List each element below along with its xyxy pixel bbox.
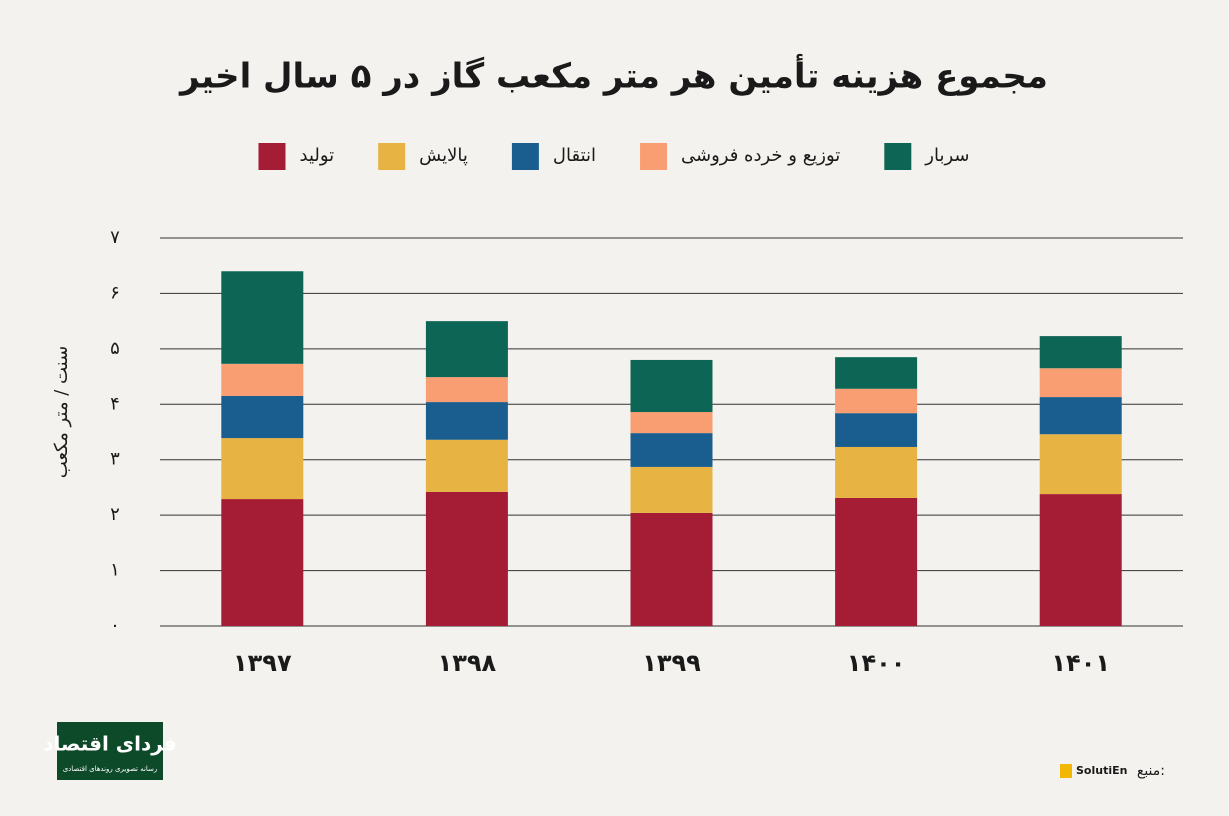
logo	[57, 722, 163, 780]
bar-segment	[1039, 434, 1122, 495]
bar-segment	[221, 271, 304, 364]
bar-segment	[425, 377, 508, 403]
x-tick-label: ۱۴۰۰	[847, 649, 906, 677]
legend-label: توزیع و خرده فروشی	[681, 145, 840, 166]
bar-segment	[221, 499, 304, 626]
logo-title: فردای اقتصاد	[43, 732, 177, 756]
bar-segment	[425, 402, 508, 440]
legend-label: پالایش	[419, 145, 468, 166]
bar-segment	[630, 433, 713, 467]
bar-segment	[425, 321, 508, 378]
y-tick-label: ۴	[110, 393, 120, 414]
bar-segment	[630, 359, 713, 413]
bar-segment	[1039, 397, 1122, 435]
legend-label: انتقال	[553, 145, 596, 166]
legend-swatch	[378, 143, 406, 170]
bar-segment	[835, 446, 918, 498]
legend-swatch	[884, 143, 912, 170]
bar-segment	[835, 357, 918, 389]
legend-label: تولید	[299, 145, 334, 166]
legend-swatch	[511, 143, 539, 170]
y-axis-label: سنت / متر مکعب	[51, 346, 72, 478]
bar-segment	[1039, 368, 1122, 398]
bar-segment	[221, 395, 304, 439]
bar-segment	[835, 388, 918, 414]
bar-segment	[221, 438, 304, 500]
y-tick-label: ۱	[110, 560, 120, 581]
legend: تولید پالایش انتقال توزیع و خرده فروشی سربار	[258, 143, 970, 170]
y-tick-label: ۰	[110, 615, 120, 636]
legend-swatch	[640, 143, 668, 170]
source-icon	[1060, 764, 1072, 778]
bar-segment	[1039, 494, 1122, 626]
source-label: منبع:	[1137, 763, 1165, 779]
y-tick-label: ۷	[110, 227, 120, 248]
x-tick-label: ۱۴۰۱	[1051, 649, 1110, 677]
bar-segment	[630, 412, 713, 434]
x-tick-label: ۱۳۹۸	[438, 649, 497, 677]
chart-title: مجموع هزینه تأمین هر متر مکعب گاز در ۵ س…	[178, 54, 1048, 97]
y-tick-label: ۶	[110, 282, 120, 303]
bar-segment	[425, 491, 508, 626]
bar-segment	[1039, 336, 1122, 369]
bar-segment	[221, 363, 304, 396]
x-tick-label: ۱۳۹۷	[233, 649, 292, 677]
legend-label: سربار	[924, 145, 969, 166]
bar-segment	[835, 497, 918, 626]
y-tick-label: ۲	[110, 504, 120, 525]
source-name: SolutiEn	[1076, 764, 1127, 777]
bar-segment	[630, 466, 713, 513]
bar-segment	[630, 512, 713, 626]
x-tick-label: ۱۳۹۹	[642, 649, 701, 677]
y-tick-label: ۳	[110, 449, 120, 470]
y-tick-label: ۵	[110, 338, 120, 359]
logo-subtitle: رسانه تصویری روندهای اقتصادی	[63, 765, 158, 773]
bar-segment	[425, 439, 508, 492]
bar-segment	[835, 413, 918, 447]
legend-swatch	[258, 143, 286, 170]
